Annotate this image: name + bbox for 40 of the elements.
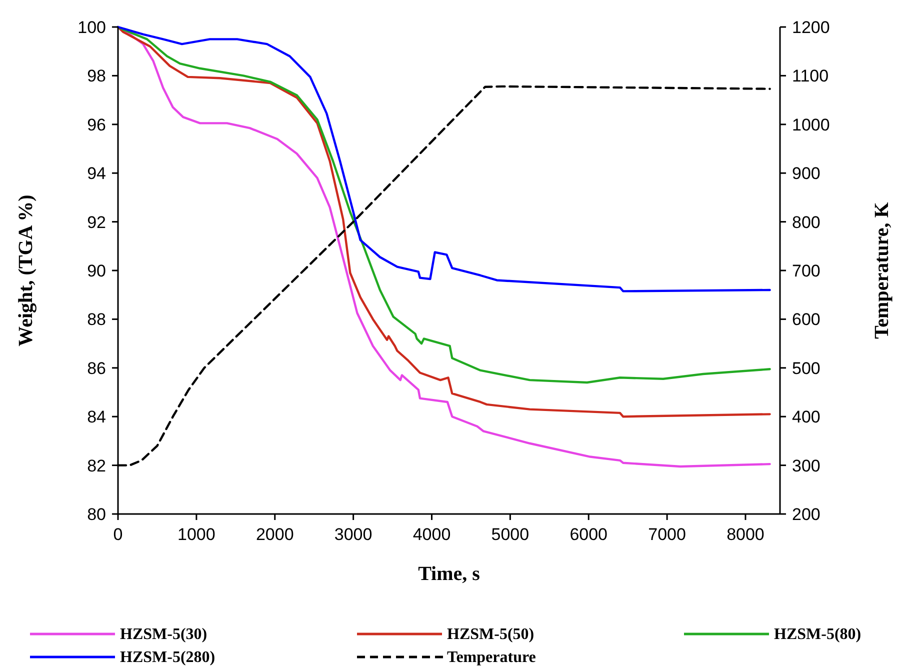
y-axis-title: Weight, (TGA %) — [15, 194, 37, 346]
x-tick-label: 1000 — [178, 525, 216, 544]
y-tick-label: 98 — [87, 66, 106, 86]
y-tick-label: 82 — [87, 456, 106, 476]
y-tick-label: 84 — [87, 408, 106, 427]
x-tick-label: 4000 — [412, 525, 451, 544]
legend-label: Temperature — [447, 649, 536, 666]
line-series — [116, 26, 771, 292]
x-tick-label: 8000 — [726, 525, 764, 544]
x-tick-label: 6000 — [570, 525, 608, 544]
y-tick-label: 80 — [87, 505, 106, 524]
y2-tick-label: 1100 — [792, 66, 829, 86]
y-tick-label: 100 — [78, 18, 106, 37]
y2-tick-label: 1000 — [792, 115, 830, 134]
y-tick-label: 92 — [87, 212, 106, 232]
y-tick-label: 86 — [87, 358, 106, 378]
x-tick-label: 0 — [113, 525, 123, 544]
x-tick-label: 3000 — [334, 525, 372, 544]
y2-tick-label: 1200 — [792, 18, 830, 37]
x-tick-label: 7000 — [648, 525, 686, 544]
x-axis-title: Time, s — [418, 563, 480, 585]
legend-label: HZSM-5(280) — [120, 649, 216, 666]
x-tick-label: 5000 — [491, 525, 530, 544]
y2-tick-label: 700 — [792, 262, 820, 280]
legend-label: HZSM-5(80) — [774, 626, 862, 643]
y2-tick-label: 900 — [792, 164, 820, 184]
y2-tick-label: 800 — [792, 212, 820, 232]
y-tick-label: 90 — [87, 262, 106, 280]
y-tick-label: 94 — [87, 164, 106, 184]
legend-label: HZSM-5(30) — [120, 626, 208, 643]
legend-label: HZSM-5(50) — [447, 626, 534, 643]
y2-tick-label: 400 — [792, 408, 820, 427]
y2-tick-label: 600 — [792, 310, 820, 330]
y2-tick-label: 500 — [792, 358, 820, 378]
x-tick-label: 2000 — [256, 525, 294, 544]
y-tick-label: 88 — [87, 310, 106, 330]
y2-axis-title: Temperature, K — [871, 202, 893, 339]
y-tick-label: 96 — [87, 115, 106, 134]
y2-tick-label: 300 — [792, 456, 820, 476]
y2-tick-label: 200 — [792, 505, 820, 524]
